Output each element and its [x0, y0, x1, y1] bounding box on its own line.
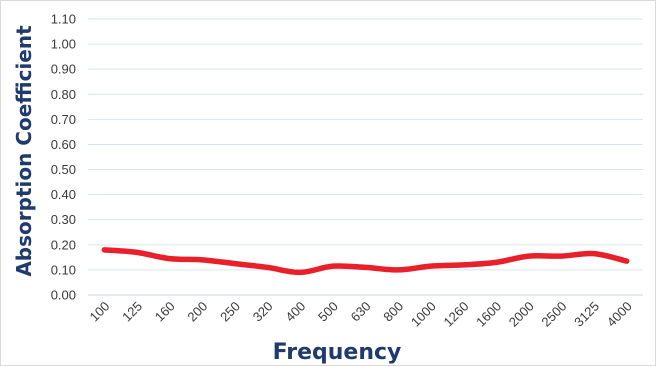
series-line	[101, 247, 630, 276]
y-tick-label: 0.10	[51, 262, 76, 277]
gridlines	[88, 18, 643, 296]
y-tick-labels: 0.00 0.10 0.20 0.30 0.40 0.50 0.60 0.70 0.80 0.90…	[51, 12, 76, 303]
x-tick-label: 1000	[408, 299, 439, 330]
x-tick-label: 160	[152, 299, 178, 325]
x-tick-label: 200	[184, 299, 210, 325]
y-tick-label: 0.20	[51, 237, 76, 252]
x-tick-label: 500	[315, 299, 341, 325]
y-tick-label: 0.80	[51, 87, 76, 102]
x-tick-label: 3125	[571, 299, 602, 330]
x-tick-label: 1600	[473, 299, 504, 330]
x-tick-label: 100	[86, 299, 112, 325]
y-tick-label: 0.30	[51, 212, 76, 227]
x-tick-label: 800	[380, 299, 406, 325]
x-axis-title: Frequency	[273, 340, 402, 365]
y-tick-label: 0.50	[51, 162, 76, 177]
x-tick-labels: 100 125 160 200 250 320 400 500 630 800 1000 1260 16…	[86, 299, 634, 330]
x-tick-label: 1260	[441, 299, 472, 330]
y-tick-label: 1.10	[51, 12, 76, 27]
x-tick-label: 320	[250, 299, 276, 325]
x-tick-label: 400	[282, 299, 308, 325]
y-tick-label: 1.00	[51, 37, 76, 52]
y-tick-label: 0.70	[51, 112, 76, 127]
y-tick-label: 0.40	[51, 187, 76, 202]
x-tick-label: 250	[217, 299, 243, 325]
y-tick-label: 0.60	[51, 137, 76, 152]
y-tick-label: 0.00	[51, 288, 76, 303]
x-tick-label: 125	[119, 299, 145, 325]
x-tick-label: 630	[348, 299, 374, 325]
y-axis-title: Absorption Coefficient	[12, 25, 36, 277]
x-tick-label: 2500	[538, 299, 569, 330]
y-tick-label: 0.90	[51, 62, 76, 77]
x-tick-label: 2000	[506, 299, 537, 330]
x-tick-label: 4000	[604, 299, 635, 330]
